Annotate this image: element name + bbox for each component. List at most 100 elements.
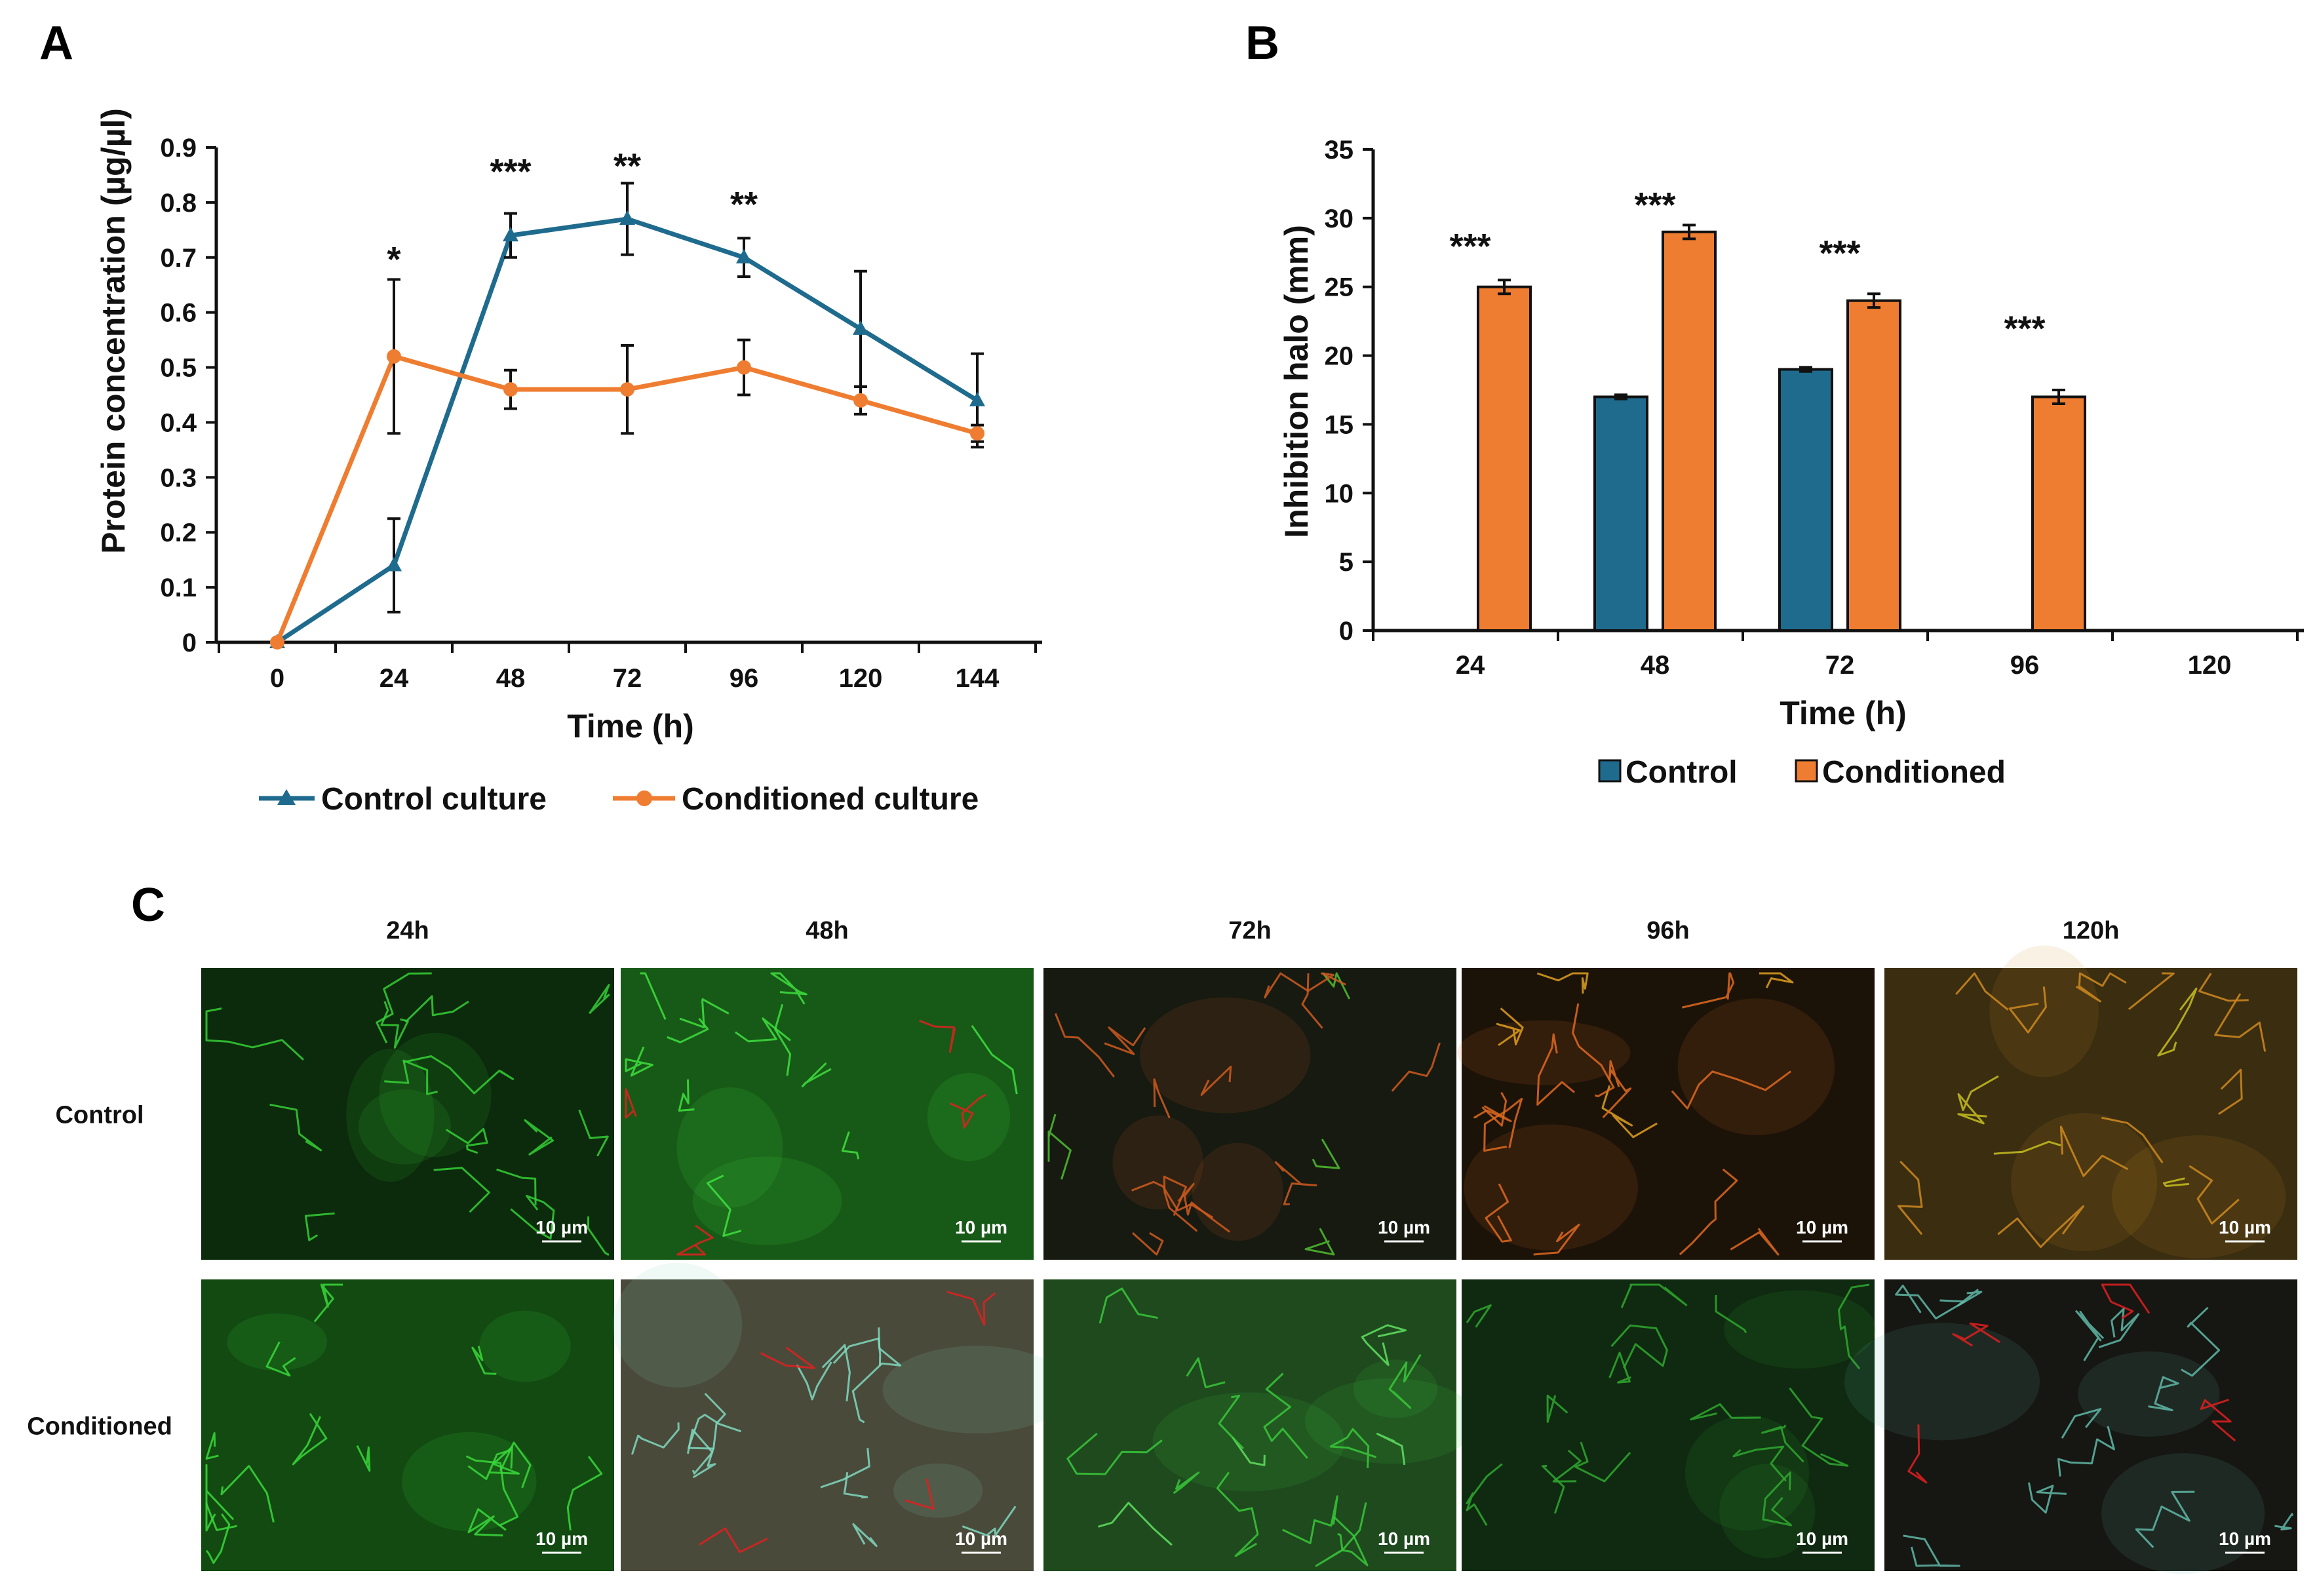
bacterial-filament [1546,1394,1568,1423]
bacterial-filament [735,1017,791,1043]
scale-bar-label: 10 µm [955,1217,1007,1237]
fluorescence-glow [1152,1392,1345,1492]
bacterial-filament [949,1093,986,1129]
micrograph-control-48h: 10 µm [621,968,1034,1260]
bacterial-filament [2075,972,2127,1003]
bar-conditioned [2031,395,2086,632]
fluorescence-glow [1457,1020,1631,1085]
bacterial-filament [1466,1463,1503,1527]
bacterial-filament [2148,1376,2179,1411]
fluorescence-glow [1719,1464,1816,1559]
bacterial-filament [2135,1490,2195,1548]
bacterial-filament [205,1513,231,1565]
bacterial-filament [706,1175,742,1237]
x-tick-label-a: 96 [730,664,759,693]
scale-bar-label: 10 µm [955,1528,1007,1549]
bacterial-filament [625,1046,653,1077]
bacterial-filament [1759,972,1794,988]
x-axis-title-b: Time (h) [1780,695,1907,731]
bacterial-filament [1099,1287,1158,1324]
bar-conditioned [1477,285,1532,632]
bacterial-filament [1601,1085,1658,1139]
bacterial-filament [1200,1065,1232,1096]
micrograph-background [1462,968,1875,1260]
y-tick-label-b: 15 [1325,410,1354,439]
fluorescence-glow [1723,1290,1876,1369]
y-tick-label-a: 0.7 [160,244,197,273]
fluorescence-glow [379,1032,492,1158]
x-tick-label-a: 48 [496,664,526,693]
bacterial-filament [313,1283,343,1323]
data-point-control [619,210,635,225]
bacterial-filament [1047,1114,1072,1180]
bacterial-filament [1993,1140,2061,1155]
y-tick-label-a: 0.9 [160,134,197,163]
x-tick-label-a: 120 [839,664,883,693]
bacterial-filament [1391,1042,1441,1092]
bacterial-filament [1312,1139,1340,1169]
bacterial-filament [433,1167,490,1213]
fluorescence-glow [676,1087,783,1208]
scale-bar-label: 10 µm [1796,1217,1848,1237]
fluorescence-glow [882,1346,1071,1433]
bacterial-filament [1098,1502,1173,1546]
bacterial-filament [2157,987,2198,1057]
fluorescence-glow [479,1310,571,1382]
legend-swatch-control [1598,759,1622,783]
bacterial-filament [220,1465,275,1523]
bacterial-filament [467,1449,512,1480]
x-tick-label-b: 96 [2010,651,2040,680]
x-tick-label-b: 48 [1641,651,1670,680]
bacterial-filament [205,1432,219,1460]
bacterial-filament [2027,1482,2067,1514]
micrograph-grid: 24h 48h 72h 96h 120h Control Conditioned 10 µm 1… [27,917,2297,1574]
bacterial-filament [1218,1395,1244,1450]
x-tick-label-a: 72 [613,664,642,693]
bacterial-filament [2061,1408,2102,1439]
bacterial-filament [1898,1160,1923,1236]
bacterial-filament [510,1195,555,1240]
bacterial-filament [2101,1283,2151,1319]
bacterial-filament [640,972,667,1020]
micrograph-background [621,968,1034,1260]
fluorescence-glow [927,1072,1011,1161]
bacterial-filament [1574,1441,1631,1483]
legend-swatch-conditioned [1795,759,1818,783]
bacterial-filament [1957,1075,1999,1125]
bar-chart-inhibition-halo: Inhibition halo (mm) Time (h) Control Co… [1278,136,2304,790]
bacterial-filament [1329,1428,1376,1469]
bacterial-filament [770,972,808,1005]
bacterial-filament [1483,1097,1523,1152]
y-axis-title-a: Protein concentration (µg/µl) [95,108,132,554]
micrograph-conditioned-120h: 10 µm [1844,1279,2297,1574]
bacterial-filament [1186,1357,1226,1389]
micrograph-background [201,1279,614,1571]
bacterial-filament [820,1448,870,1489]
bacterial-filament [265,1341,296,1377]
legend-b: Control Conditioned [1598,755,2006,790]
y-tick-label-a: 0.3 [160,463,197,492]
bacterial-filament [1602,1060,1632,1119]
bacterial-filament [1762,1471,1793,1527]
bacterial-filament [678,1079,695,1112]
data-point-conditioned [270,635,284,650]
y-tick-label-a: 0.5 [160,354,197,383]
y-tick-label-a: 0.4 [160,408,197,437]
line-chart-protein-concentration: Protein concentration (µg/µl) Time (h) C… [95,108,1042,817]
y-tick-label-a: 0.2 [160,518,197,547]
bacterial-filament [905,1478,935,1510]
bar-control [1593,395,1648,632]
bacterial-filament [356,1445,371,1472]
panel-letter-b: B [1245,17,1279,69]
bacterial-filament [1361,1324,1407,1367]
y-tick-label-b: 25 [1325,273,1354,302]
bacterial-filament [971,1024,1018,1095]
bacterial-filament [2274,1513,2293,1530]
y-tick-label-b: 0 [1339,617,1353,646]
column-label: 96h [1646,917,1689,944]
bacterial-filament [1541,1465,1565,1514]
bacterial-filament [841,1131,860,1159]
fluorescence-glow [1304,1378,1477,1464]
fluorescence-glow [692,1156,842,1245]
bacterial-filament [832,1337,882,1366]
